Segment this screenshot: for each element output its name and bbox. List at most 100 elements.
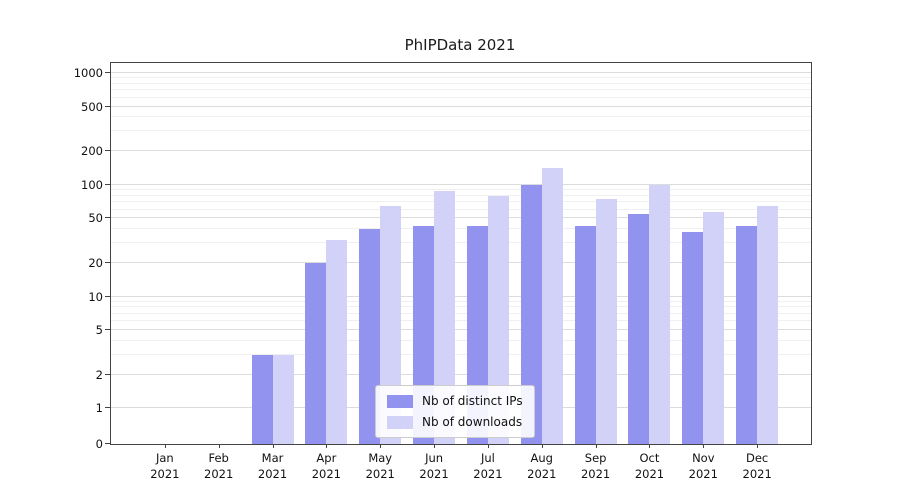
legend-item-downloads: Nb of downloads: [387, 415, 523, 429]
bar-downloads-nov: [703, 212, 725, 444]
x-axis-tick-label: May 2021: [365, 451, 395, 481]
x-axis-tick-mark: [487, 444, 489, 448]
y-axis-tick-mark: [105, 183, 110, 185]
x-axis-tick-mark: [434, 444, 436, 448]
gridline-major: [111, 329, 811, 331]
gridline-major: [111, 373, 811, 375]
y-axis-tick-label: 1: [95, 401, 103, 416]
x-axis-tick-label: Apr 2021: [311, 451, 342, 481]
bar-downloads-dec: [757, 205, 779, 444]
gridline-major: [111, 72, 811, 73]
bar-downloads-apr: [326, 240, 348, 444]
bar-distinct-ips-nov: [682, 231, 704, 444]
x-axis-tick-label: Sep 2021: [580, 451, 611, 481]
x-axis-tick-label: Aug 2021: [527, 451, 557, 481]
bar-distinct-ips-oct: [628, 213, 650, 444]
y-axis-tick-label: 100: [81, 177, 103, 192]
y-axis-tick-mark: [105, 261, 110, 263]
gridline-minor: [111, 228, 811, 230]
legend-swatch-distinct-ips: [387, 394, 413, 408]
bar-distinct-ips-mar: [251, 354, 273, 444]
x-axis-tick-label: Jun 2021: [419, 451, 449, 481]
gridline-major: [111, 150, 811, 152]
bar-downloads-aug: [541, 168, 563, 444]
x-axis-tick-mark: [218, 444, 220, 448]
y-axis-tick-mark: [105, 72, 110, 73]
gridline-major: [111, 105, 811, 107]
bar-downloads-sep: [595, 198, 617, 444]
x-axis-tick-mark: [272, 444, 274, 448]
x-axis-tick-mark: [541, 444, 543, 448]
y-axis-tick-mark: [105, 443, 110, 444]
gridline-minor: [111, 130, 811, 132]
y-axis-tick-mark: [105, 295, 110, 297]
gridline-minor: [111, 353, 811, 355]
y-axis-tick-label: 5: [95, 323, 103, 338]
y-axis-tick-label: 10: [88, 289, 103, 304]
gridline-major: [111, 295, 811, 297]
x-axis-tick-label: Nov 2021: [688, 451, 718, 481]
gridline-minor: [111, 300, 811, 302]
y-axis-tick-label: 2: [95, 367, 103, 382]
y-axis-tick-mark: [105, 217, 110, 219]
bar-downloads-mar: [272, 354, 294, 444]
y-axis-tick-mark: [105, 329, 110, 331]
chart-title: PhIPData 2021: [404, 36, 516, 54]
legend-item-distinct-ips: Nb of distinct IPs: [387, 394, 523, 408]
bar-distinct-ips-dec: [736, 225, 758, 444]
x-axis-tick-label: Mar 2021: [257, 451, 288, 481]
gridline-minor: [111, 320, 811, 322]
x-axis-tick-mark: [757, 444, 759, 448]
x-axis-tick-label: Dec 2021: [742, 451, 772, 481]
x-axis-tick-label: Jul 2021: [473, 451, 503, 481]
x-axis-tick-label: Feb 2021: [204, 451, 234, 481]
gridline-minor: [111, 77, 811, 79]
bar-downloads-oct: [649, 184, 671, 444]
gridline-major: [111, 183, 811, 185]
gridline-minor: [111, 312, 811, 314]
gridline-minor: [111, 194, 811, 196]
y-axis-tick-label: 500: [81, 99, 103, 114]
gridline-minor: [111, 242, 811, 244]
bar-downloads-jul: [487, 195, 509, 444]
gridline-major: [111, 217, 811, 219]
x-axis-tick-label: Oct 2021: [634, 451, 665, 481]
y-axis-tick-label: 0: [95, 437, 103, 451]
gridline-minor: [111, 96, 811, 98]
gridline-minor: [111, 188, 811, 190]
x-axis-tick-mark: [595, 444, 597, 448]
x-axis-tick-mark: [164, 444, 166, 448]
x-axis-tick-mark: [380, 444, 382, 448]
gridline-minor: [111, 89, 811, 91]
gridline-minor: [111, 208, 811, 210]
legend-label-downloads: Nb of downloads: [422, 415, 523, 429]
y-axis-tick-mark: [105, 150, 110, 152]
bar-distinct-ips-may: [359, 229, 381, 444]
plot-area: Nb of distinct IPs Nb of downloads 0 1 2 5 1…: [74, 62, 812, 481]
bar-distinct-ips-aug: [520, 184, 542, 444]
gridline-minor: [111, 201, 811, 203]
y-axis-tick-label: 50: [88, 211, 103, 226]
gridline-minor: [111, 82, 811, 84]
bar-downloads-may: [380, 205, 402, 444]
legend-label-distinct-ips: Nb of distinct IPs: [422, 394, 523, 408]
y-axis-tick-label: 20: [88, 255, 103, 270]
x-axis-tick-mark: [649, 444, 651, 448]
x-axis-tick-mark: [703, 444, 705, 448]
x-axis-tick-label: Jan 2021: [150, 451, 180, 481]
bar-downloads-jun: [434, 190, 456, 444]
y-axis-tick-label: 1000: [73, 66, 103, 80]
bar-distinct-ips-apr: [305, 262, 327, 444]
y-axis-tick-mark: [105, 105, 110, 107]
y-axis-tick-label: 200: [81, 144, 103, 159]
gridline-major: [111, 261, 811, 263]
y-axis-tick-mark: [105, 373, 110, 375]
gridline-minor: [111, 339, 811, 341]
x-axis-tick-mark: [326, 444, 328, 448]
gridline-minor: [111, 116, 811, 118]
legend: Nb of distinct IPs Nb of downloads: [375, 385, 535, 438]
y-axis-tick-mark: [105, 407, 110, 409]
bar-distinct-ips-sep: [574, 225, 596, 444]
legend-swatch-downloads: [387, 415, 413, 429]
gridline-minor: [111, 306, 811, 308]
